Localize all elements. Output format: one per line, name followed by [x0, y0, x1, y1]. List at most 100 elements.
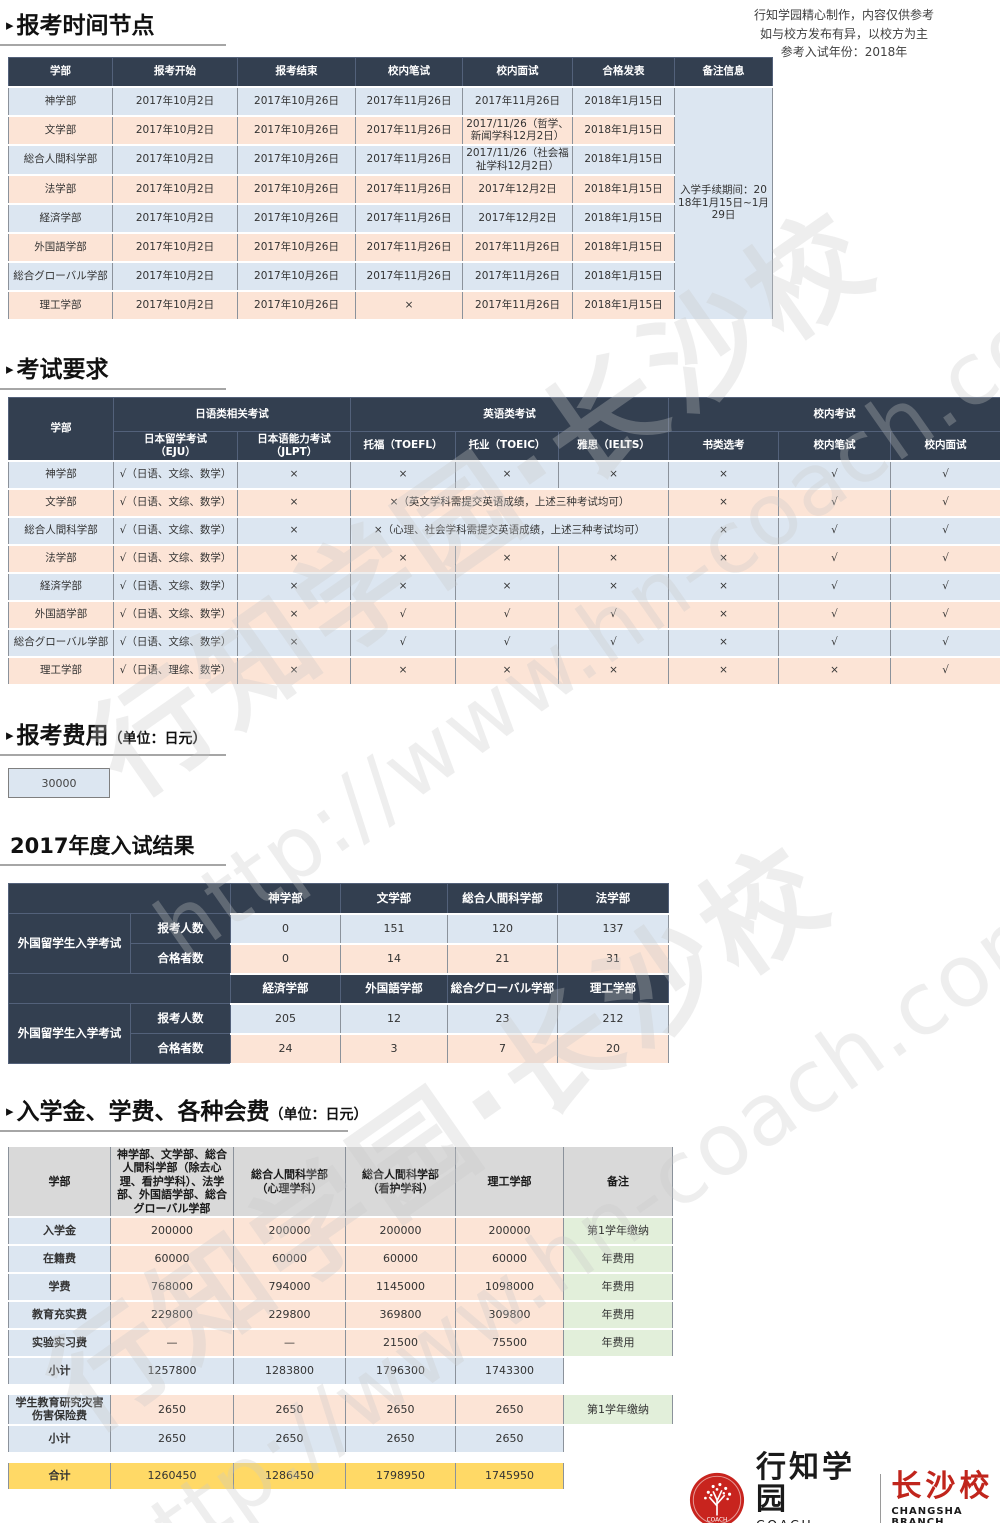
- table-cell: 2017年10月26日: [237, 144, 356, 176]
- table-cell: 1286450: [233, 1460, 346, 1491]
- table-row: 総合グローバル学部 √（日语、文综、数学） × √ √ √ × √ √: [8, 627, 1000, 658]
- table-cell: √: [890, 543, 1000, 574]
- table-cell: 14: [340, 942, 448, 975]
- table-cell: 0: [230, 912, 341, 945]
- table-cell: 総合人間科学部: [8, 144, 113, 176]
- header-cell: 学部: [8, 396, 114, 462]
- bullet-arrow-icon: ▸: [6, 1102, 14, 1120]
- table-cell: 21: [447, 942, 558, 975]
- table-cell: 合计: [8, 1460, 111, 1491]
- table-cell: 2018年1月15日: [572, 173, 675, 205]
- table-cell: ×: [455, 571, 559, 602]
- table-cell: 60000: [233, 1244, 346, 1275]
- table-cell: 入学金: [8, 1216, 111, 1247]
- table-cell: 年费用: [563, 1272, 673, 1303]
- table-cell: —: [233, 1328, 346, 1359]
- section-title-exam-requirements: ▸ 考试要求: [0, 350, 226, 390]
- table-row: 総合人間科学部 2017年10月2日 2017年10月26日 2017年11月26日 2…: [8, 144, 773, 176]
- table-cell: 年费用: [563, 1300, 673, 1331]
- table-cell: ×（英文学科需提交英语成绩，上述三种考试均可）: [349, 487, 670, 518]
- table-cell: 総合人間科学部: [8, 515, 114, 546]
- header-cell: [8, 883, 231, 914]
- table-cell: 60000: [455, 1244, 564, 1275]
- application-fee-cell: 30000: [8, 768, 110, 798]
- header-cell: 报考结束: [237, 57, 356, 87]
- table-row: [8, 1385, 673, 1395]
- table-cell: 794000: [233, 1272, 346, 1303]
- table-cell: 総合グローバル学部: [8, 627, 114, 658]
- table-cell: 309800: [455, 1300, 564, 1331]
- table-cell: 200000: [455, 1216, 564, 1247]
- table-cell: 200000: [233, 1216, 346, 1247]
- header-cell: 合格者数: [130, 1033, 231, 1064]
- table-cell: 2017年11月26日: [462, 85, 573, 117]
- table-row: [8, 1452, 673, 1462]
- table-cell: 24: [230, 1032, 341, 1065]
- table-row: 経済学部 √（日语、文综、数学） × × × × × √ √: [8, 571, 1000, 602]
- table-cell: 第1学年缴纳: [563, 1393, 673, 1426]
- table-cell: 年费用: [563, 1244, 673, 1275]
- header-cell: 报考人数: [130, 1003, 231, 1034]
- table-cell: √（日语、文综、数学）: [113, 515, 238, 546]
- table-row: 法学部 √（日语、文综、数学） × × × × × √ √: [8, 543, 1000, 574]
- table-cell: 2017/11/26（哲学、新闻学科12月2日）: [462, 114, 573, 147]
- header-cell: 英语类考试: [349, 397, 670, 432]
- logo-en-name: COACH ACADEMY: [756, 1517, 870, 1523]
- header-cell: 総合人間科学部 （心理学科）: [233, 1144, 346, 1219]
- table-cell: 151: [340, 912, 448, 945]
- table-cell: 2018年1月15日: [572, 231, 675, 263]
- table-row: 外国語学部 √（日语、文综、数学） × √ √ √ × √ √: [8, 599, 1000, 630]
- table-cell: √: [778, 543, 892, 574]
- table-cell: 60000: [345, 1244, 456, 1275]
- table-cell: 2017年10月26日: [237, 85, 356, 117]
- table-cell: ×: [557, 543, 670, 574]
- table-row: 学生教育研究灾害伤害保险费 2650 2650 2650 2650 第1学年缴纳: [8, 1393, 673, 1426]
- table-cell: 21500: [345, 1328, 456, 1359]
- header-cell: 外国留学生入学考试: [8, 913, 131, 974]
- header-cell: 日语类相关考试: [113, 397, 351, 432]
- section-title-2017-results: 2017年度入试结果: [0, 830, 226, 866]
- table-cell: 2017年10月2日: [112, 289, 238, 321]
- table-cell: ×: [557, 459, 670, 490]
- table-cell: ×: [668, 599, 780, 630]
- table-cell: 外国語学部: [8, 231, 113, 263]
- table-cell: ×: [350, 655, 456, 686]
- table-cell: 第1学年缴纳: [563, 1216, 673, 1247]
- table-cell: 60000: [110, 1244, 234, 1275]
- table-cell: 200000: [110, 1216, 234, 1247]
- table-cell: 2017年10月2日: [112, 173, 238, 205]
- table-cell: 205: [230, 1002, 341, 1035]
- header-cell: 校内笔试: [778, 430, 892, 462]
- table-cell: ×: [237, 543, 351, 574]
- table-row: 学部 日语类相关考试 英语类考试 校内考试: [8, 396, 1000, 462]
- logo-divider: [879, 1473, 882, 1523]
- table-cell: ×（心理、社会学科需提交英语成绩，上述三种考试均可）: [349, 515, 670, 546]
- table-cell: 212: [557, 1002, 669, 1035]
- table-cell: 2017年11月26日: [355, 231, 463, 263]
- table-cell: ×: [668, 627, 780, 658]
- table-cell: 2017年10月26日: [237, 202, 356, 234]
- table-cell: 学生教育研究灾害伤害保险费: [8, 1393, 111, 1426]
- header-cell: 総合人間科学部: [447, 883, 558, 914]
- table-cell: 外国語学部: [8, 599, 114, 630]
- table-row: 入学金 200000 200000 200000 200000 第1学年缴纳: [8, 1216, 673, 1247]
- table-row: 総合グローバル学部 2017年10月2日 2017年10月26日 2017年11月26…: [8, 260, 773, 292]
- header-cell: 総合グローバル学部: [447, 973, 558, 1004]
- table-cell: ×: [668, 515, 780, 546]
- table-cell: 137: [557, 912, 669, 945]
- table-cell: √: [778, 459, 892, 490]
- table-cell: 3: [340, 1032, 448, 1065]
- table-cell: 2017年12月2日: [462, 202, 573, 234]
- table-cell: ×: [237, 459, 351, 490]
- table-cell: √: [890, 655, 1000, 686]
- table-cell: √（日语、文综、数学）: [113, 627, 238, 658]
- table-cell: √: [350, 627, 456, 658]
- table-cell: 1798950: [345, 1460, 456, 1491]
- table-cell: ×: [350, 459, 456, 490]
- header-cell: 神学部: [230, 883, 341, 914]
- table-cell: 2017年10月26日: [237, 231, 356, 263]
- table-row: 外国語学部 2017年10月2日 2017年10月26日 2017年11月26日 201…: [8, 231, 773, 263]
- table-cell: √: [890, 515, 1000, 546]
- section-title-tuition-fees: ▸ 入学金、学费、各种会费（单位：日元）: [0, 1092, 368, 1132]
- table-cell: 2650: [455, 1423, 564, 1454]
